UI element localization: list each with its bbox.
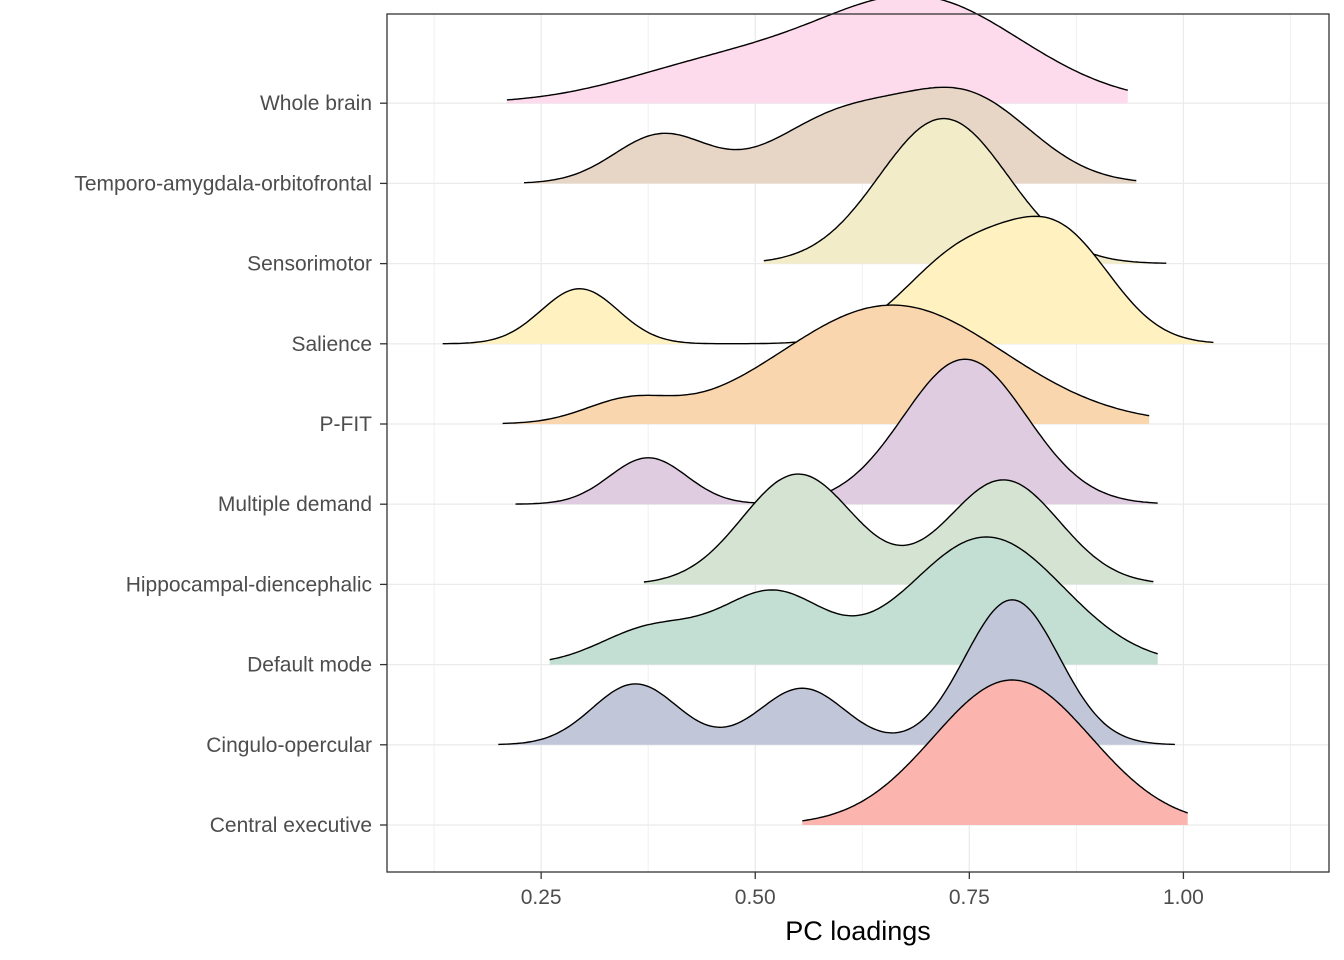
y-tick-label: Default mode xyxy=(247,654,372,677)
ridge-outline-multiple-demand xyxy=(515,358,1158,505)
axes: Central executive Cingulo-opercular Defaul… xyxy=(74,92,1203,909)
ridges xyxy=(442,0,1214,825)
x-tick-label: 0.50 xyxy=(735,886,776,909)
y-tick-label: Hippocampal-diencephalic xyxy=(126,573,372,596)
x-axis-title: PC loadings xyxy=(785,916,931,946)
ridge-outline-default-mode xyxy=(549,536,1158,661)
ridge-outline-temporo-amygdala-orbitofrontal xyxy=(523,86,1137,184)
x-tick-label: 1.00 xyxy=(1163,886,1204,909)
y-tick-label: Salience xyxy=(291,333,372,356)
ridge-fill-central-executive xyxy=(802,680,1188,825)
ridge-fill-salience xyxy=(442,216,1214,344)
ridge-outline-sensorimotor xyxy=(763,117,1167,264)
ridge-multiple-demand xyxy=(515,358,1158,505)
x-tick-label: 0.25 xyxy=(521,886,562,909)
y-tick-label: Cingulo-opercular xyxy=(206,734,372,757)
y-tick-label: P-FIT xyxy=(320,413,373,436)
ridge-sensorimotor xyxy=(763,117,1167,264)
ridge-fill-multiple-demand xyxy=(515,359,1158,505)
ridge-whole-brain xyxy=(506,0,1128,104)
panel-border xyxy=(386,13,1330,873)
ridge-outline-cingulo-opercular xyxy=(498,599,1175,746)
y-tick-label: Multiple demand xyxy=(218,493,372,516)
ridge-outline-whole-brain xyxy=(506,0,1128,101)
ridge-outline-p-fit xyxy=(502,304,1150,425)
y-tick-label: Whole brain xyxy=(260,92,372,115)
ridge-fill-whole-brain xyxy=(506,0,1128,104)
ridge-outline-hippocampal-diencephalic xyxy=(643,473,1154,583)
ridge-central-executive xyxy=(802,679,1188,825)
ridge-outline-central-executive xyxy=(802,679,1188,822)
x-tick-label: 0.75 xyxy=(949,886,990,909)
y-tick-label: Central executive xyxy=(210,814,372,837)
ridge-fill-sensorimotor xyxy=(763,118,1167,264)
y-tick-label: Temporo-amygdala-orbitofrontal xyxy=(74,172,372,195)
y-tick-label: Sensorimotor xyxy=(247,253,372,276)
